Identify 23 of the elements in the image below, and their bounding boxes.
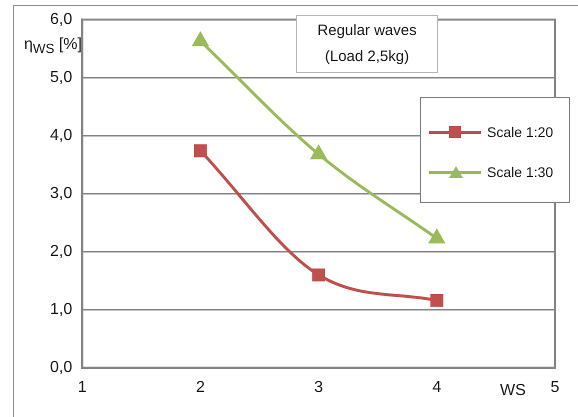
x-tick-label: 3	[314, 378, 324, 396]
text: Regular waves (Load 2,5kg)	[296, 15, 438, 73]
point	[429, 230, 444, 244]
x-tick-label: 4	[432, 378, 442, 396]
y-tick-label: 6,0	[50, 11, 72, 28]
point	[194, 144, 207, 158]
legend-label: Scale 1:30	[487, 164, 554, 180]
y-tick-label: 4,0	[50, 127, 72, 144]
y-tick-label: 5,0	[50, 69, 72, 86]
legend-label: Scale 1:20	[487, 124, 554, 140]
point	[311, 146, 326, 160]
x-axis-title: WS	[500, 382, 526, 400]
x-tick-label: 1	[78, 378, 87, 396]
y-tick-label: 3,0	[50, 185, 72, 202]
point	[192, 32, 208, 46]
y-tick-label: 0,0	[50, 359, 72, 376]
y-axis-title: η$_{WS}$ [%]	[24, 36, 82, 56]
y-tick-label: 2,0	[50, 243, 72, 260]
point	[312, 268, 326, 282]
x-tick-label: 2	[196, 378, 205, 396]
x-tick-label: 5	[550, 378, 560, 396]
y-tick-label: 1,0	[50, 301, 72, 318]
point	[430, 294, 444, 307]
